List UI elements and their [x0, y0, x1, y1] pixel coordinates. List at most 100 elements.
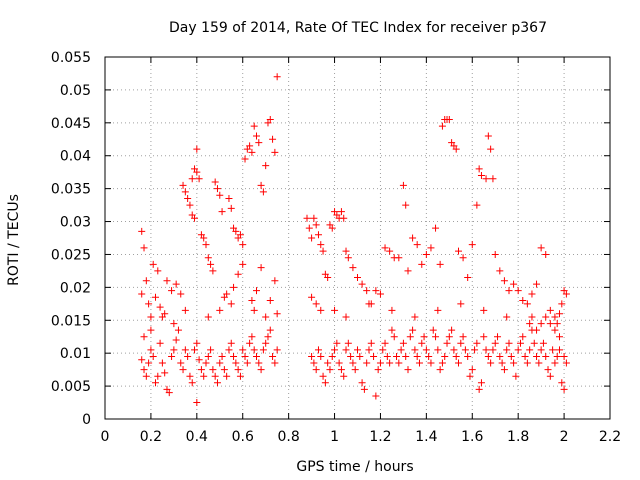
data-point: [549, 346, 557, 354]
data-point: [193, 339, 201, 347]
data-point: [455, 359, 462, 367]
data-point: [321, 379, 329, 387]
y-tick-label: 0.05: [60, 83, 91, 99]
data-point: [257, 264, 265, 272]
data-point: [464, 352, 472, 360]
data-point: [236, 372, 244, 380]
data-point: [246, 339, 254, 347]
data-point: [331, 306, 339, 314]
data-point: [411, 313, 419, 321]
data-point: [239, 241, 247, 249]
data-point: [556, 333, 563, 341]
data-point: [500, 366, 508, 374]
data-point: [158, 313, 166, 321]
data-point: [523, 359, 531, 367]
x-tick-label: 0: [101, 429, 110, 445]
data-point: [250, 346, 258, 354]
x-tick-label: 1.6: [461, 429, 483, 445]
data-point: [344, 339, 352, 347]
data-point: [179, 366, 187, 374]
data-point: [269, 352, 277, 360]
data-point: [204, 313, 212, 321]
data-point: [342, 247, 350, 255]
data-point: [177, 290, 185, 298]
data-point: [331, 346, 339, 354]
data-point: [411, 346, 419, 354]
data-point: [239, 346, 247, 354]
data-point: [402, 201, 410, 209]
data-point: [186, 201, 194, 209]
data-point: [427, 359, 435, 367]
data-point: [317, 352, 325, 360]
data-point: [475, 385, 483, 393]
data-point: [328, 352, 336, 360]
data-point: [273, 346, 281, 354]
data-point: [181, 188, 189, 196]
data-point: [397, 346, 405, 354]
data-point: [530, 339, 538, 347]
data-point: [253, 132, 260, 140]
data-point: [496, 267, 504, 275]
data-point: [546, 306, 554, 314]
data-point: [404, 267, 412, 275]
data-point: [473, 339, 481, 347]
data-point: [308, 234, 316, 242]
data-point: [149, 352, 157, 360]
data-point: [161, 369, 169, 377]
data-point: [232, 227, 240, 235]
data-point: [461, 346, 469, 354]
data-point: [491, 339, 499, 347]
data-point: [220, 366, 228, 374]
data-point: [526, 346, 534, 354]
data-point: [213, 379, 221, 387]
y-tick-label: 0.015: [51, 313, 91, 329]
data-point: [459, 333, 467, 341]
data-point: [209, 267, 217, 275]
data-point: [526, 320, 534, 328]
data-point: [257, 366, 265, 374]
data-point: [142, 372, 150, 380]
data-point: [429, 326, 437, 334]
data-point: [257, 181, 265, 189]
data-point: [152, 379, 159, 387]
data-point: [349, 264, 357, 272]
data-point: [314, 231, 322, 239]
data-point: [314, 346, 322, 354]
data-point: [156, 303, 164, 311]
data-point: [218, 208, 226, 216]
data-point: [560, 352, 568, 360]
x-axis-label: GPS time / hours: [296, 459, 413, 475]
data-point: [539, 339, 547, 347]
x-tick-label: 0.2: [140, 429, 162, 445]
data-point: [468, 241, 476, 249]
data-point: [434, 346, 442, 354]
data-point: [457, 339, 465, 347]
data-point: [533, 352, 541, 360]
x-tick-label: 1.2: [369, 429, 391, 445]
data-point: [154, 372, 162, 380]
data-point: [505, 287, 513, 295]
data-point: [204, 352, 212, 360]
data-point: [241, 155, 249, 163]
data-point: [360, 385, 368, 393]
data-point: [473, 201, 481, 209]
data-point: [544, 366, 552, 374]
data-point: [471, 346, 479, 354]
data-point: [319, 247, 327, 255]
data-point: [455, 247, 462, 255]
data-point: [317, 241, 325, 249]
data-point: [138, 227, 146, 235]
data-point: [558, 379, 566, 387]
data-point: [498, 359, 506, 367]
data-point: [556, 310, 563, 318]
data-point: [230, 352, 238, 360]
data-point: [551, 359, 559, 367]
data-point: [413, 352, 421, 360]
data-point: [399, 181, 407, 189]
data-point: [528, 290, 536, 298]
data-point: [438, 122, 446, 130]
data-point: [358, 280, 366, 288]
data-point: [191, 214, 199, 222]
data-point: [519, 297, 527, 305]
